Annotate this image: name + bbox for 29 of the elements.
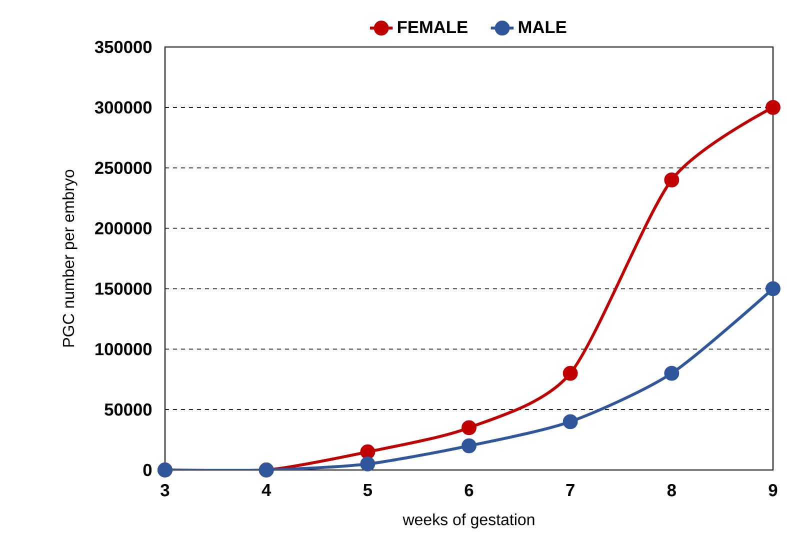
x-axis-title: weeks of gestation <box>402 514 534 528</box>
y-tick-label: 0 <box>143 464 152 476</box>
point <box>562 414 578 430</box>
x-tick-label: 7 <box>566 484 574 496</box>
x-tick-label: 4 <box>262 484 272 496</box>
point <box>360 456 376 472</box>
legend-label: MALE <box>518 21 566 34</box>
y-tick-label: 350000 <box>94 40 152 54</box>
y-axis-title: PGC number per embryo <box>62 170 78 347</box>
point <box>664 366 680 381</box>
point <box>766 100 780 115</box>
x-tick-label: 8 <box>667 484 676 496</box>
y-tick-label: 50000 <box>104 403 152 416</box>
x-tick-label: 5 <box>363 484 372 496</box>
point <box>360 444 376 460</box>
point <box>664 172 680 188</box>
y-tick-label: 150000 <box>96 282 152 295</box>
legend-label: FEMALE <box>398 21 468 34</box>
y-tick-label: 250000 <box>95 162 152 174</box>
y-tick-label: 100000 <box>96 343 152 356</box>
x-tick-label: 3 <box>160 484 170 496</box>
point <box>766 281 780 296</box>
point <box>562 366 578 381</box>
y-tick-label: 300000 <box>94 101 152 114</box>
x-tick-label: 6 <box>464 484 474 496</box>
point <box>462 420 476 436</box>
point <box>462 438 476 454</box>
y-tick-label: 200000 <box>95 222 152 234</box>
x-tick-label: 9 <box>768 484 778 496</box>
